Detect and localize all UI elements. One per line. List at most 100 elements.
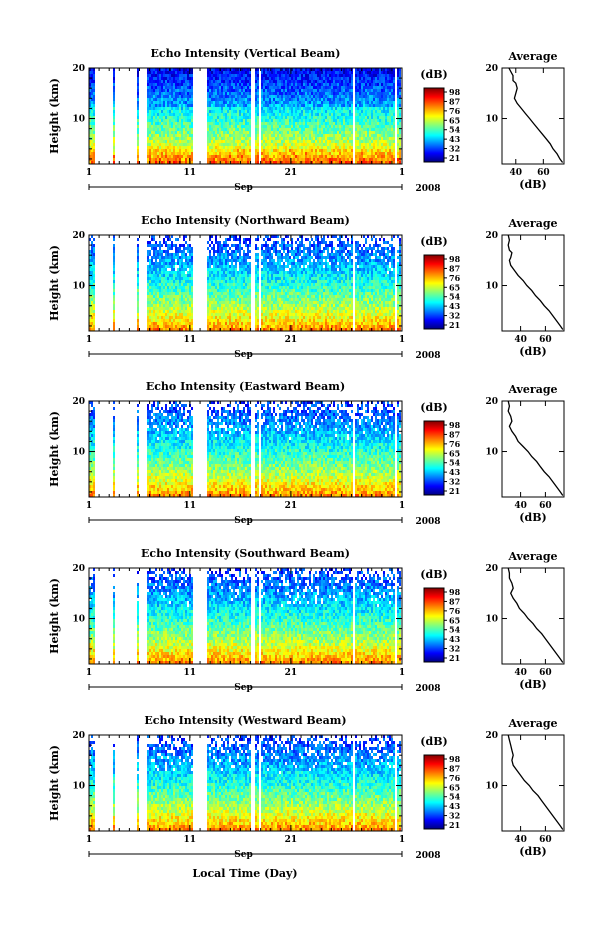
colorbar-tick-label: 21 [449,320,460,330]
year-label: 2008 [415,184,440,194]
colorbar-tick-label: 32 [449,311,460,321]
profile-x-tick-label: 60 [539,668,552,678]
x-tick-label: 1 [86,168,92,178]
y-tick-label: 20 [72,397,85,407]
heatmap-image [89,568,401,664]
profile-xlabel: (dB) [519,678,546,691]
x-tick-label: 1 [86,335,92,345]
heatmap-image [89,235,401,331]
profile-title: Average [507,383,557,396]
x-tick-label: 11 [184,668,197,678]
colorbar [423,420,445,496]
panel-title: Echo Intensity (Southward Beam) [141,547,350,560]
heatmap-image [89,68,401,164]
colorbar-tick-label: 87 [449,263,460,273]
colorbar-tick-label: 98 [449,87,461,97]
y-axis-label: Height (km) [48,411,61,487]
colorbar-tick-label: 21 [449,820,460,830]
colorbar-tick-label: 65 [449,615,460,625]
y-tick-label: 20 [72,231,85,241]
colorbar-tick-label: 76 [449,773,461,783]
profile-title: Average [507,50,557,63]
colorbar [423,87,445,163]
profile-frame [501,234,565,332]
colorbar-tick-label: 54 [449,292,461,302]
colorbar-tick-label: 43 [449,467,461,477]
x-tick-label: 1 [86,501,92,511]
colorbar-tick-label: 32 [449,477,460,487]
x-tick-label: 1 [86,835,92,845]
y-tick-label: 20 [72,64,85,74]
profile-y-tick-label: 20 [485,564,498,574]
colorbar-tick-label: 87 [449,763,460,773]
colorbar-unit: (dB) [420,235,447,248]
x-tick-label: 11 [184,501,197,511]
year-label: 2008 [415,851,440,861]
month-label: Sep [234,350,253,360]
profile-y-tick-label: 20 [485,731,498,741]
heatmap-frame [88,234,403,332]
colorbar-tick-label: 43 [449,801,461,811]
profile-y-tick-label: 10 [485,448,498,458]
colorbar [423,254,445,330]
profile-line [507,400,564,496]
colorbar-tick-label: 43 [449,634,461,644]
heatmap-frame [88,400,403,498]
colorbar-tick-label: 65 [449,282,460,292]
profile-x-tick-label: 60 [539,335,552,345]
x-tick-label: 11 [184,168,197,178]
profile-line [508,67,564,163]
colorbar-tick-label: 76 [449,273,461,283]
colorbar-tick-label: 21 [449,153,460,163]
year-label: 2008 [415,517,440,527]
colorbar-tick-label: 76 [449,106,461,116]
colorbar [423,754,445,830]
profile-frame [501,67,565,165]
colorbar-tick-label: 87 [449,596,460,606]
x-tick-label: 1 [399,501,405,511]
y-tick-label: 10 [72,782,85,792]
colorbar-unit: (dB) [420,68,447,81]
x-tick-label: 11 [184,835,197,845]
panel-title: Echo Intensity (Eastward Beam) [146,380,345,393]
profile-x-tick-label: 60 [537,168,550,178]
y-tick-label: 10 [72,282,85,292]
colorbar-unit: (dB) [420,735,447,748]
colorbar-tick-label: 21 [449,653,460,663]
heatmap-frame [88,67,403,165]
colorbar-tick-label: 54 [449,125,461,135]
colorbar-tick-label: 65 [449,782,460,792]
profile-x-tick-label: 40 [510,168,523,178]
year-label: 2008 [415,351,440,361]
profile-title: Average [507,550,557,563]
colorbar-tick-label: 87 [449,96,460,106]
colorbar-tick-label: 54 [449,792,461,802]
chart-panel-0: Echo Intensity (Vertical Beam) 10 20 Height… [48,47,565,194]
profile-title: Average [507,217,557,230]
heatmap-image [89,735,401,831]
profile-x-tick-label: 40 [514,835,527,845]
colorbar-tick-label: 98 [449,587,461,597]
x-tick-label: 1 [399,835,405,845]
profile-y-tick-label: 10 [485,282,498,292]
profile-title: Average [507,717,557,730]
chart-panel-1: Echo Intensity (Northward Beam) 10 20 Heigh… [48,214,565,361]
x-tick-label: 1 [86,668,92,678]
colorbar-unit: (dB) [420,401,447,414]
month-label: Sep [234,183,253,193]
y-tick-label: 10 [72,448,85,458]
profile-x-tick-label: 60 [539,501,552,511]
colorbar [423,587,445,663]
x-tick-label: 11 [184,335,197,345]
figure-xlabel: Local Time (Day) [192,867,297,880]
x-tick-label: 21 [285,168,298,178]
month-label: Sep [234,683,253,693]
profile-x-tick-label: 40 [514,335,527,345]
y-axis-label: Height (km) [48,578,61,654]
profile-y-tick-label: 20 [485,231,498,241]
profile-x-tick-label: 40 [514,501,527,511]
y-axis-label: Height (km) [48,745,61,821]
colorbar-tick-label: 76 [449,606,461,616]
heatmap-image [89,401,401,497]
